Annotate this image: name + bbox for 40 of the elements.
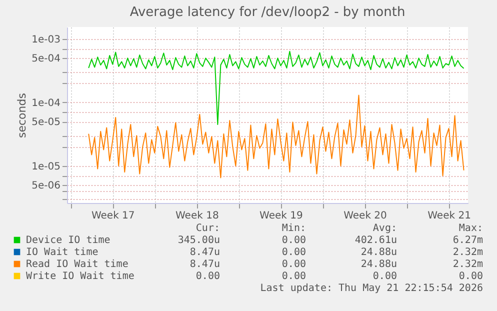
legend-label: IO Wait time [26,247,98,258]
text: 6.27m [452,235,483,246]
text: 8.47u [190,247,220,258]
text: 0.00 [196,271,220,282]
text: 0.00 [282,259,306,270]
text: Last update: Thu May 21 22:15:54 2026 [260,283,483,294]
text: Cur: [196,223,220,234]
x-tick-label: Week 21 [428,210,471,222]
text: 0.00 [282,247,306,258]
x-tick-label: Week 20 [344,210,387,222]
x-tick-label: Week 18 [176,210,219,222]
legend-label: Write IO Wait time [26,271,134,282]
text: 345.00u [178,235,220,246]
text: 0.00 [282,235,306,246]
text: Avg: [372,223,397,234]
y-tick-label: 5e-06 [32,180,60,192]
line-series [88,50,464,125]
y-tick-label: 1e-05 [32,161,60,172]
y-tick-label: 5e-05 [32,117,60,128]
x-tick-label: Week 17 [91,210,135,222]
text: 402.61u [354,235,397,246]
legend-label: Device IO time [26,235,110,246]
text: Max: [458,223,483,234]
chart-title: Average latency for /dev/loop2 - by month [130,5,406,20]
text: 0.00 [372,271,397,282]
y-tick-label: 5e-04 [32,54,60,65]
text: 2.32m [452,247,483,258]
legend-label: Read IO Wait time [26,259,128,270]
text: 2.32m [452,259,483,270]
x-tick-label: Week 19 [260,210,303,222]
text: 24.88u [360,259,397,270]
text: Min: [282,223,306,234]
y-axis-title: seconds [16,92,29,138]
text: 24.88u [360,247,397,258]
line-series [88,94,464,178]
y-tick-label: 1e-03 [32,34,60,46]
text: 8.47u [190,259,220,270]
text: 0.00 [282,271,306,282]
y-tick-label: 1e-04 [32,98,60,109]
text: 0.00 [458,271,483,282]
